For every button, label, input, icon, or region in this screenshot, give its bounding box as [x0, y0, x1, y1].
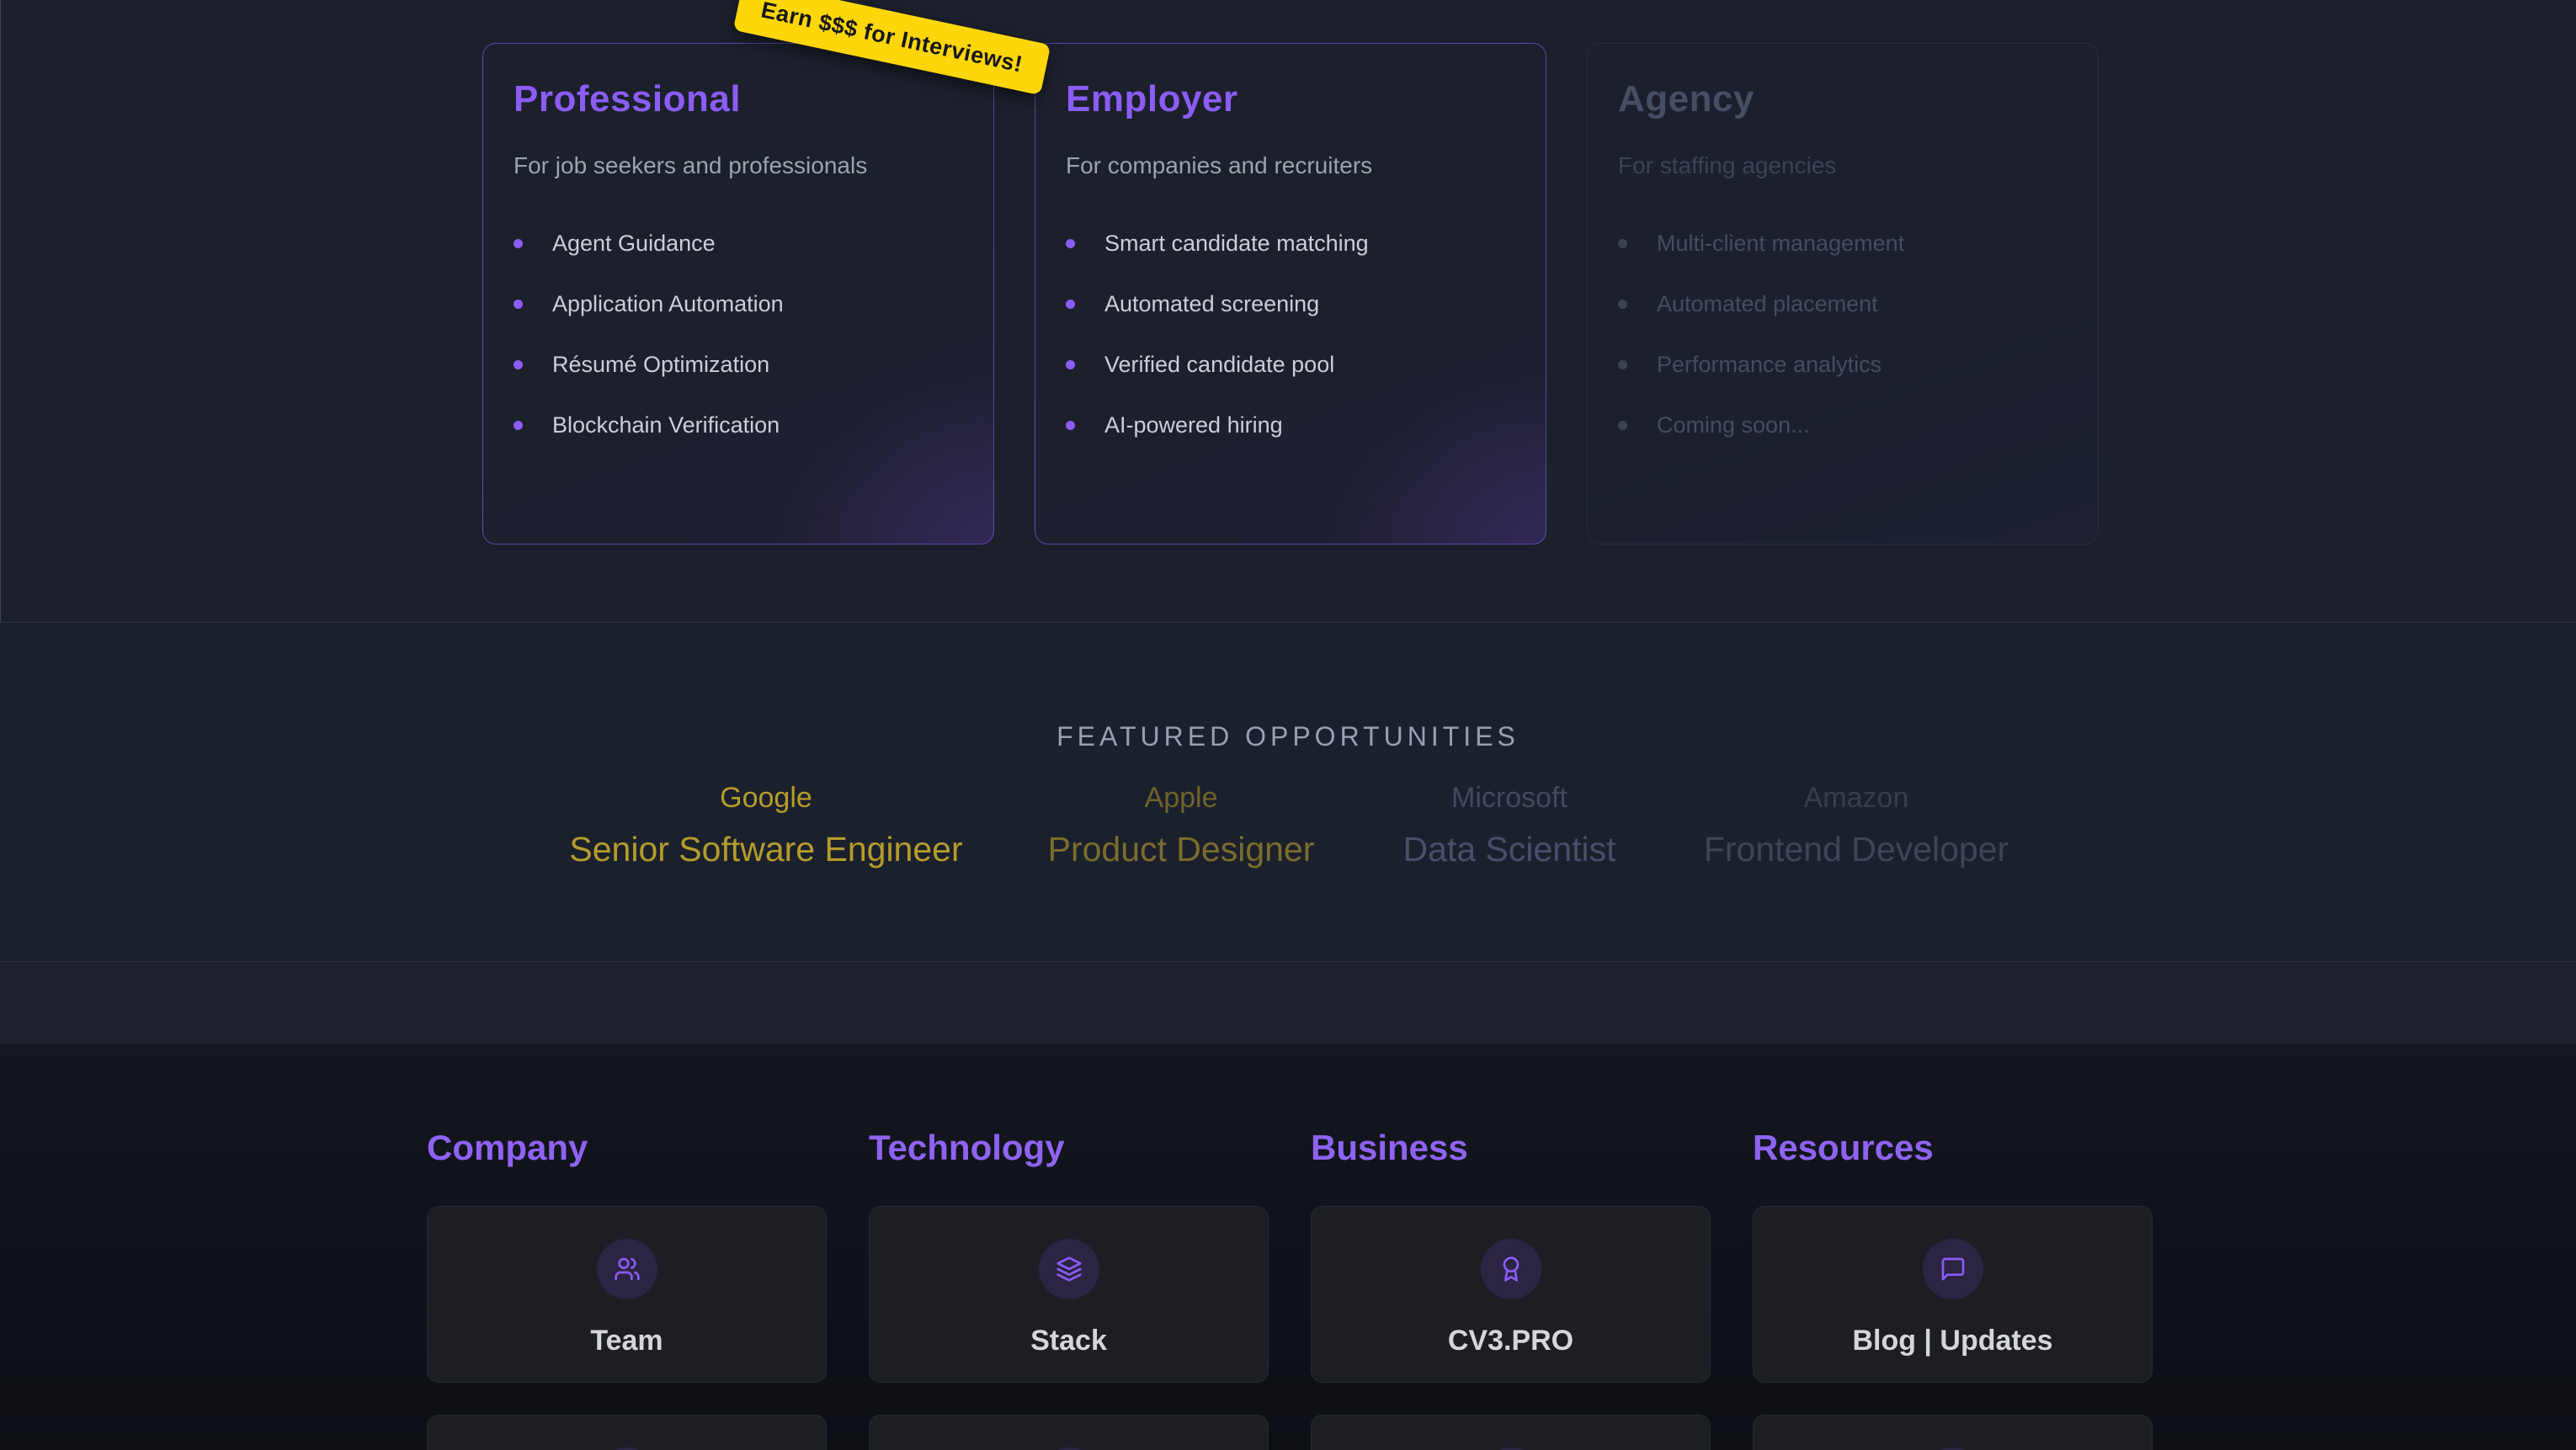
plan-feature: Automated screening: [1066, 274, 1546, 334]
bullet-dot-icon: [1066, 300, 1075, 309]
footer-column-technology: Technology Stack: [868, 1044, 1269, 1450]
footer-link-card-partial[interactable]: [1311, 1415, 1711, 1450]
users-icon: [596, 1239, 657, 1299]
job-title: Frontend Developer: [1703, 830, 2009, 868]
bullet-dot-icon: [514, 239, 523, 248]
plan-feature-list: Multi-client management Automated placem…: [1588, 213, 2098, 455]
footer-link-card-partial[interactable]: [869, 1415, 1269, 1450]
bullet-dot-icon: [514, 360, 523, 369]
footer-link-team[interactable]: Team: [427, 1206, 827, 1383]
plan-subtitle: For staffing agencies: [1618, 152, 1837, 178]
plan-feature: Agent Guidance: [514, 213, 993, 274]
layers-icon: [1038, 1239, 1099, 1299]
award-icon: [1480, 1239, 1541, 1299]
job-company: Amazon: [1803, 782, 1909, 814]
link-icon: [596, 1447, 657, 1450]
footer-column-company: Company Team: [426, 1044, 827, 1450]
job-title: Senior Software Engineer: [569, 830, 963, 868]
bullet-dot-icon: [514, 300, 523, 309]
plans-section: Professional For job seekers and profess…: [0, 0, 2576, 623]
plan-feature-label: AI-powered hiring: [1104, 412, 1283, 438]
message-icon: [1922, 1239, 1983, 1299]
bullet-dot-icon: [1066, 421, 1075, 430]
featured-job-amazon[interactable]: Amazon Frontend Developer: [1637, 782, 2075, 869]
featured-opportunities-section: FEATURED OPPORTUNITIES Google Senior Sof…: [0, 624, 2576, 962]
job-title: Data Scientist: [1402, 830, 1616, 868]
featured-heading: FEATURED OPPORTUNITIES: [1056, 721, 1520, 752]
job-company: Microsoft: [1451, 782, 1567, 814]
bullet-dot-icon: [514, 421, 523, 430]
plan-feature-label: Smart candidate matching: [1104, 230, 1369, 256]
plan-card-professional[interactable]: Professional For job seekers and profess…: [482, 43, 994, 544]
bullet-dot-icon: [1066, 360, 1075, 369]
job-title: Product Designer: [1047, 830, 1315, 868]
bullet-dot-icon: [1618, 421, 1627, 430]
plan-title: Professional: [514, 78, 742, 120]
plan-feature-list: Smart candidate matching Automated scree…: [1035, 213, 1546, 455]
featured-job-microsoft[interactable]: Microsoft Data Scientist: [1291, 782, 1728, 869]
plan-feature-label: Application Automation: [552, 290, 784, 316]
plan-feature-label: Automated placement: [1657, 290, 1878, 316]
featured-job-apple[interactable]: Apple Product Designer: [962, 782, 1400, 869]
footer-column-heading: Technology: [869, 1128, 1065, 1167]
job-company: Google: [720, 782, 812, 814]
plan-feature: Coming soon...: [1618, 395, 2098, 455]
footer-column-resources: Resources Blog | Updates: [1752, 1044, 2153, 1450]
link-icon: [1922, 1447, 1983, 1450]
footer-link-blog-updates[interactable]: Blog | Updates: [1753, 1206, 2153, 1383]
footer: Company Team Technology: [0, 1044, 2576, 1450]
footer-link-card-partial[interactable]: [1753, 1415, 2153, 1450]
plan-feature-label: Coming soon...: [1657, 412, 1810, 438]
plan-subtitle: For job seekers and professionals: [514, 152, 868, 178]
plan-feature: Résumé Optimization: [514, 334, 993, 395]
plan-feature-label: Automated screening: [1104, 290, 1320, 316]
plan-feature: Verified candidate pool: [1066, 334, 1546, 395]
plan-feature: Blockchain Verification: [514, 395, 993, 455]
footer-link-cv3pro[interactable]: CV3.PRO: [1311, 1206, 1711, 1383]
plan-feature-label: Résumé Optimization: [552, 351, 770, 377]
footer-column-heading: Company: [427, 1128, 588, 1167]
footer-link-label: Blog | Updates: [1852, 1325, 2053, 1357]
footer-link-label: Stack: [1030, 1325, 1107, 1357]
footer-link-card-partial[interactable]: [427, 1415, 827, 1450]
plan-subtitle: For companies and recruiters: [1066, 152, 1373, 178]
footer-column-business: Business CV3.PRO: [1310, 1044, 1711, 1450]
bullet-dot-icon: [1618, 239, 1627, 248]
link-icon: [1038, 1447, 1099, 1450]
footer-link-label: Team: [590, 1325, 663, 1357]
bullet-dot-icon: [1618, 360, 1627, 369]
plan-title: Agency: [1618, 78, 1754, 120]
plan-feature: Automated placement: [1618, 274, 2098, 334]
bullet-dot-icon: [1618, 300, 1627, 309]
plan-feature: Multi-client management: [1618, 213, 2098, 274]
plan-card-agency: Agency For staffing agencies Multi-clien…: [1587, 43, 2099, 544]
plan-feature: Application Automation: [514, 274, 993, 334]
job-company: Apple: [1144, 782, 1218, 814]
plan-feature-label: Agent Guidance: [552, 230, 716, 256]
plan-feature-label: Blockchain Verification: [552, 412, 780, 438]
plan-feature-label: Performance analytics: [1657, 351, 1882, 377]
plan-title: Employer: [1066, 78, 1238, 120]
footer-column-heading: Business: [1311, 1128, 1468, 1167]
plan-feature-label: Multi-client management: [1657, 230, 1905, 256]
footer-link-label: CV3.PRO: [1447, 1325, 1574, 1357]
plan-feature: AI-powered hiring: [1066, 395, 1546, 455]
plan-feature: Smart candidate matching: [1066, 213, 1546, 274]
bullet-dot-icon: [1066, 239, 1075, 248]
footer-link-stack[interactable]: Stack: [869, 1206, 1269, 1383]
section-divider-strip: [0, 963, 2576, 1044]
plan-feature-list: Agent Guidance Application Automation Ré…: [483, 213, 993, 455]
featured-job-google[interactable]: Google Senior Software Engineer: [547, 782, 985, 869]
footer-column-heading: Resources: [1753, 1128, 1934, 1167]
plan-feature: Performance analytics: [1618, 334, 2098, 395]
link-icon: [1480, 1447, 1541, 1450]
plan-feature-label: Verified candidate pool: [1104, 351, 1335, 377]
plan-card-employer[interactable]: Employer For companies and recruiters Sm…: [1035, 43, 1546, 544]
